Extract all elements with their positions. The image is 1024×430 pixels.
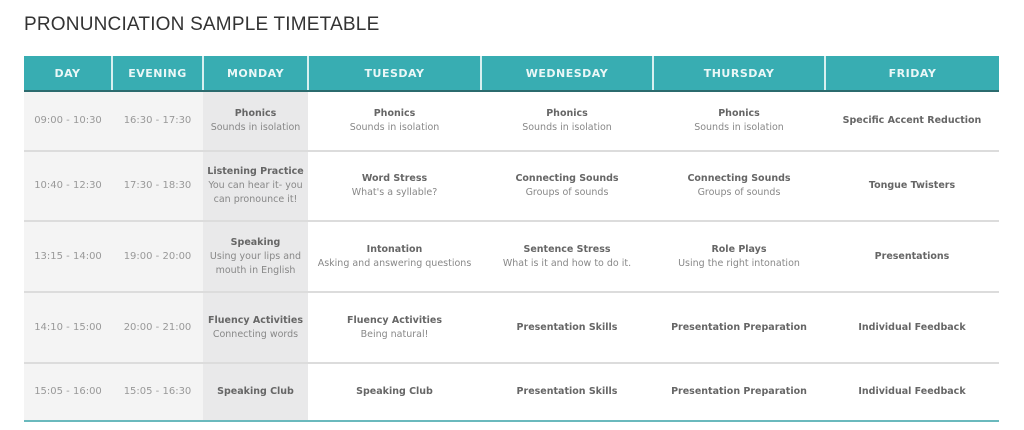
session-title: Tongue Twisters <box>868 180 956 191</box>
session-cell: Presentation Skills <box>481 363 653 422</box>
session-cell: Sentence Stress What is it and how to do … <box>481 221 653 293</box>
session-title: Connecting Sounds <box>687 173 791 184</box>
column-header-tuesday: TUESDAY <box>307 56 481 92</box>
table-row: 09:00 - 10:30 16:30 - 17:30 Phonics Sounds … <box>24 91 999 152</box>
table-row: 13:15 - 14:00 19:00 - 20:00 Speaking Using … <box>24 221 999 293</box>
session-title: Specific Accent Reduction <box>842 115 982 126</box>
session-cell: Individual Feedback <box>825 363 999 422</box>
session-title: Fluency Activities <box>347 314 442 326</box>
session-subtitle: Sounds in isolation <box>694 122 784 133</box>
session-title: Presentation Preparation <box>671 386 807 397</box>
session-cell: Individual Feedback <box>825 292 999 364</box>
column-header-friday: FRIDAY <box>824 56 999 92</box>
column-header-thursday: THURSDAY <box>652 56 825 92</box>
session-cell: Phonics Sounds in isolation <box>653 91 825 152</box>
session-title: Word Stress <box>361 173 428 184</box>
timetable: DAY EVENING MONDAY TUESDAY WEDNESDAY THURSDAY… <box>24 56 999 422</box>
session-subtitle: What is it and how to do it. <box>502 257 632 269</box>
page-title: PRONUNCIATION SAMPLE TIMETABLE <box>24 14 380 35</box>
day-time-cell: 15:05 - 16:00 <box>24 363 112 422</box>
column-header-wednesday: WEDNESDAY <box>480 56 653 92</box>
session-cell: Presentations <box>825 221 999 293</box>
day-time-cell: 13:15 - 14:00 <box>24 221 112 293</box>
evening-time-cell: 17:30 - 18:30 <box>112 151 203 222</box>
session-cell: Intonation Asking and answering questions <box>308 221 481 293</box>
column-header-evening: EVENING <box>111 56 203 92</box>
session-cell: Listening Practice You can hear it- you c… <box>203 151 308 222</box>
session-cell: Connecting Sounds Groups of sounds <box>653 151 825 222</box>
session-title: Presentation Preparation <box>671 321 807 333</box>
column-header-day: DAY <box>24 56 112 92</box>
session-title: Phonics <box>718 108 760 119</box>
session-cell: Word Stress What's a syllable? <box>308 151 481 222</box>
session-cell: Tongue Twisters <box>825 151 999 222</box>
day-time-cell: 10:40 - 12:30 <box>24 151 112 222</box>
session-subtitle: You can hear it- you can pronounce it! <box>208 180 303 205</box>
session-title: Presentation Skills <box>516 386 618 397</box>
session-title: Presentations <box>874 250 950 262</box>
session-title: Connecting Sounds <box>515 173 619 184</box>
session-title: Fluency Activities <box>208 314 303 326</box>
session-subtitle: Using the right intonation <box>678 257 800 269</box>
session-subtitle: Groups of sounds <box>697 187 781 198</box>
session-cell: Presentation Skills <box>481 292 653 364</box>
session-subtitle: Connecting words <box>212 328 299 340</box>
session-cell: Phonics Sounds in isolation <box>203 91 308 152</box>
session-cell: Fluency Activities Being natural! <box>308 292 481 364</box>
session-cell: Phonics Sounds in isolation <box>308 91 481 152</box>
session-subtitle: Asking and answering questions <box>317 257 472 269</box>
table-row: 14:10 - 15:00 20:00 - 21:00 Fluency Activi… <box>24 292 999 364</box>
table-row: 15:05 - 16:00 15:05 - 16:30 Speaking Club S… <box>24 363 999 422</box>
session-title: Intonation <box>366 243 423 255</box>
evening-time-cell: 15:05 - 16:30 <box>112 363 203 422</box>
table-row: 10:40 - 12:30 17:30 - 18:30 Listening Prac… <box>24 151 999 222</box>
session-subtitle: Sounds in isolation <box>210 122 301 133</box>
session-title: Speaking Club <box>217 386 294 397</box>
day-time-cell: 09:00 - 10:30 <box>24 91 112 152</box>
session-cell: Phonics Sounds in isolation <box>481 91 653 152</box>
session-subtitle: Using your lips and mouth in English <box>209 250 302 276</box>
session-cell: Speaking Club <box>308 363 481 422</box>
session-title: Sentence Stress <box>523 243 611 255</box>
session-title: Listening Practice <box>207 166 304 177</box>
session-subtitle: What's a syllable? <box>351 187 438 198</box>
header-row: DAY EVENING MONDAY TUESDAY WEDNESDAY THURSDAY… <box>24 56 999 92</box>
session-subtitle: Sounds in isolation <box>349 122 440 133</box>
session-cell: Speaking Club <box>203 363 308 422</box>
day-time-cell: 14:10 - 15:00 <box>24 292 112 364</box>
session-cell: Connecting Sounds Groups of sounds <box>481 151 653 222</box>
column-header-monday: MONDAY <box>202 56 308 92</box>
session-title: Individual Feedback <box>858 386 966 397</box>
session-title: Presentation Skills <box>516 321 618 333</box>
session-title: Individual Feedback <box>858 321 966 333</box>
session-title: Phonics <box>234 108 277 119</box>
session-cell: Role Plays Using the right intonation <box>653 221 825 293</box>
evening-time-cell: 16:30 - 17:30 <box>112 91 203 152</box>
session-cell: Presentation Preparation <box>653 363 825 422</box>
session-title: Speaking <box>230 236 281 248</box>
session-title: Phonics <box>373 108 416 119</box>
evening-time-cell: 20:00 - 21:00 <box>112 292 203 364</box>
session-title: Phonics <box>546 108 588 119</box>
session-subtitle: Sounds in isolation <box>522 122 612 133</box>
session-subtitle: Being natural! <box>360 328 429 340</box>
session-title: Speaking Club <box>356 386 433 397</box>
session-cell: Presentation Preparation <box>653 292 825 364</box>
session-cell: Fluency Activities Connecting words <box>203 292 308 364</box>
session-title: Role Plays <box>711 243 767 255</box>
evening-time-cell: 19:00 - 20:00 <box>112 221 203 293</box>
session-cell: Specific Accent Reduction <box>825 91 999 152</box>
session-cell: Speaking Using your lips and mouth in Eng… <box>203 221 308 293</box>
session-subtitle: Groups of sounds <box>525 187 609 198</box>
